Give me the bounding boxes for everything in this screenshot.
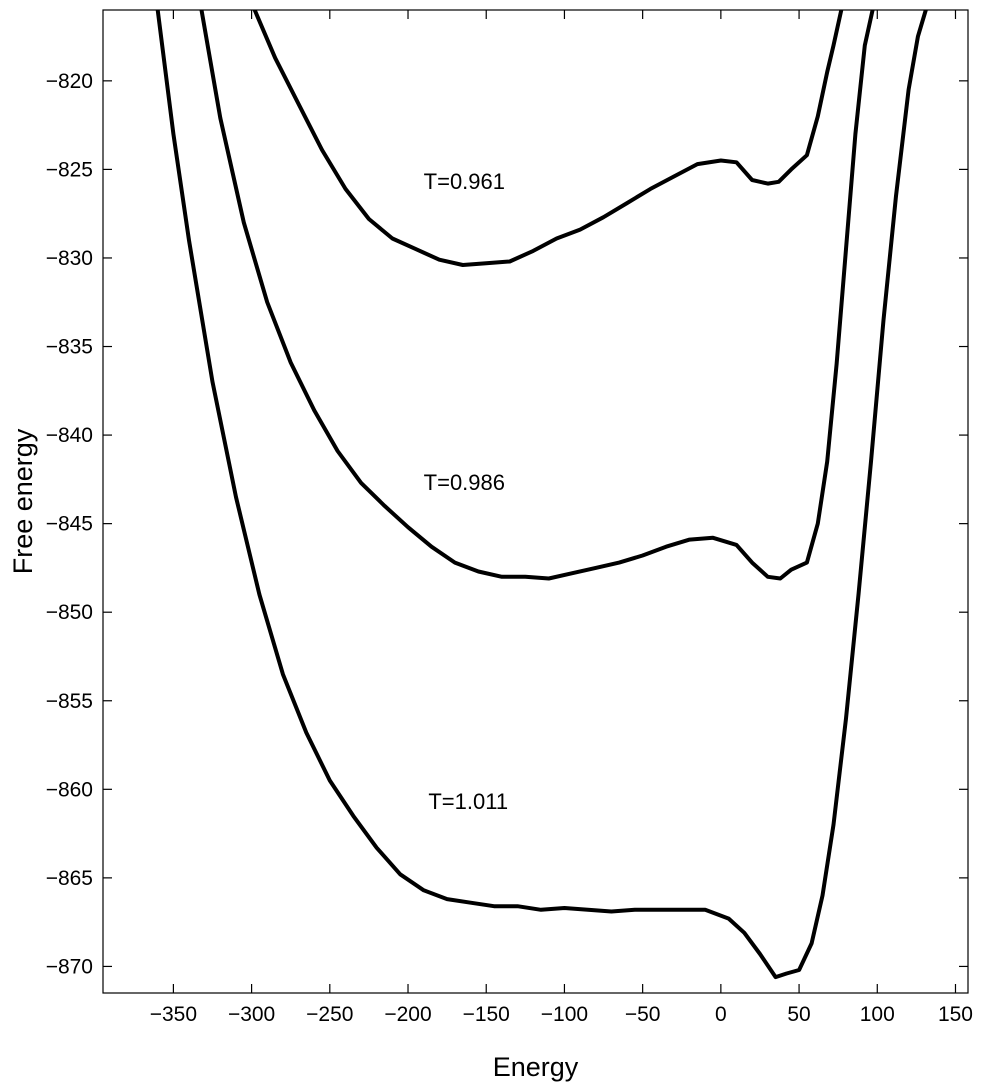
series-line-1	[252, 10, 844, 267]
y-axis-label: Free energy	[8, 428, 38, 574]
x-axis-label: Energy	[493, 1052, 579, 1082]
x-tick-label: 150	[938, 1003, 973, 1026]
y-tick-label: −820	[46, 70, 93, 93]
y-tick-label: −870	[46, 955, 93, 978]
x-tick-label: 100	[860, 1003, 895, 1026]
x-tick-label: 0	[715, 1003, 727, 1026]
y-tick-label: −850	[46, 601, 93, 624]
x-tick-label: −300	[228, 1003, 275, 1026]
y-tick-label: −825	[46, 158, 93, 181]
x-tick-label: 50	[787, 1003, 810, 1026]
y-tick-label: −855	[46, 690, 93, 713]
x-tick-label: −350	[150, 1003, 197, 1026]
y-tick-label: −835	[46, 336, 93, 359]
x-tick-label: −100	[541, 1003, 588, 1026]
y-tick-label: −845	[46, 513, 93, 536]
series-line-2	[199, 10, 875, 581]
y-tick-label: −830	[46, 247, 93, 270]
series-line-3	[155, 10, 928, 980]
y-tick-label: −865	[46, 867, 93, 890]
x-tick-label: −50	[625, 1003, 661, 1026]
x-tick-label: −150	[463, 1003, 510, 1026]
curve-annotation-3: T=1.011	[428, 789, 508, 814]
curves-layer	[155, 10, 928, 980]
y-axis: −820 −825 −830 −835 −840 −845 −850 −855 −860 −865…	[46, 70, 968, 978]
curve-annotations: T=0.961 T=0.986 T=1.011	[424, 169, 508, 814]
y-tick-label: −840	[46, 424, 93, 447]
x-axis: −350 −300 −250 −200 −150 −100 −50 0 50 100 150	[150, 10, 973, 1026]
y-tick-label: −860	[46, 778, 93, 801]
plot-frame	[102, 9, 969, 994]
x-tick-label: −250	[306, 1003, 353, 1026]
x-tick-label: −200	[384, 1003, 431, 1026]
curve-annotation-1: T=0.961	[424, 169, 505, 194]
curve-annotation-2: T=0.986	[424, 470, 505, 495]
